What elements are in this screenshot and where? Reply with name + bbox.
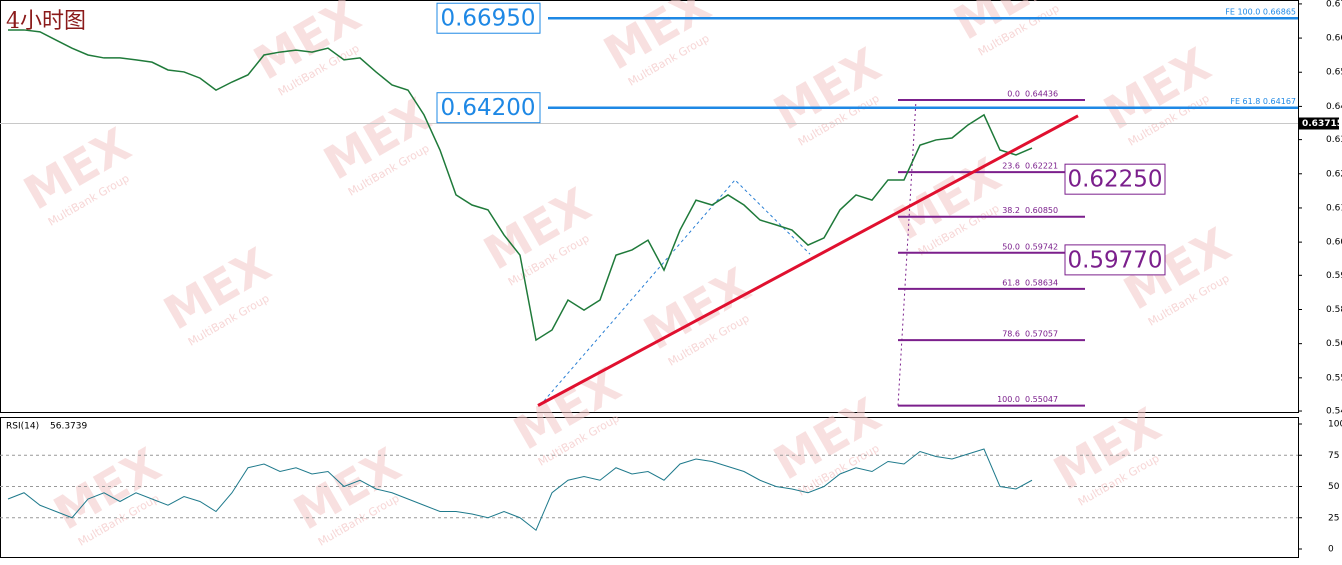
fib-price-label: 0.58634: [1025, 278, 1058, 287]
fib-price-label: 0.57057: [1025, 330, 1058, 339]
rsi-frame: [0, 417, 1299, 558]
fib-price-label: 0.62221: [1025, 162, 1058, 171]
y-tick-label: 0.58000: [1326, 305, 1342, 315]
y-tick-label: 0.66340: [1326, 34, 1342, 44]
rsi-tick-label: 100: [1328, 420, 1342, 430]
fib-anchor: [897, 99, 917, 406]
trend-line: [537, 114, 1079, 407]
rsi-label: RSI(14): [6, 422, 39, 432]
y-tick-label: 0.55900: [1326, 373, 1342, 383]
current-price-label: 0.63715: [1302, 119, 1342, 129]
rsi-tick-label: 0: [1328, 545, 1334, 555]
y-tick-label: 0.64240: [1326, 102, 1342, 112]
main-frame: [0, 0, 1299, 413]
fib-level-label: 61.8: [1002, 278, 1020, 287]
fib-price-label: 0.60850: [1025, 206, 1058, 215]
fib-level-label: 50.0: [1002, 242, 1020, 251]
y-tick-label: 0.65290: [1326, 68, 1342, 78]
rsi-tick-label: 75: [1328, 451, 1339, 461]
target-box: [1064, 244, 1166, 276]
price-line: [8, 29, 1033, 342]
fib-price-label: 0.59742: [1025, 242, 1058, 251]
fib-level-label: 100.0: [997, 395, 1020, 404]
y-tick-label: 0.63220: [1326, 135, 1342, 145]
blue-level-box: [436, 92, 541, 124]
fib-level-label: 0.0: [1007, 90, 1020, 99]
fe-label: FE 61.8 0.64167: [1230, 97, 1296, 106]
blue-level-box: [436, 2, 541, 34]
rsi-tick-label: 50: [1328, 482, 1340, 492]
fe-label: FE 100.0 0.66865: [1225, 8, 1296, 17]
target-box: [1064, 163, 1166, 195]
rsi-value: 56.3739: [50, 422, 87, 432]
y-tick-label: 0.60070: [1326, 238, 1342, 248]
y-tick-label: 0.54880: [1326, 407, 1342, 417]
y-tick-label: 0.59050: [1326, 271, 1342, 281]
rsi-line: [7, 448, 1033, 532]
y-tick-label: 0.67390: [1326, 0, 1342, 9]
fib-level-label: 78.6: [1002, 330, 1020, 339]
rsi-tick-label: 25: [1328, 513, 1339, 523]
fib-level-label: 38.2: [1002, 206, 1020, 215]
current-price-box: [1299, 117, 1339, 130]
blue-level-label: 0.64200: [440, 95, 535, 121]
y-tick-label: 0.62170: [1326, 169, 1342, 179]
target-label: 0.59770: [1067, 247, 1162, 273]
fib-level-label: 23.6: [1002, 162, 1020, 171]
y-tick-label: 0.61120: [1326, 203, 1342, 213]
y-tick-label: 0.56950: [1326, 339, 1342, 349]
fib-price-label: 0.64436: [1025, 90, 1058, 99]
blue-level-label: 0.66950: [440, 6, 535, 32]
target-label: 0.62250: [1067, 167, 1162, 193]
zigzag: [539, 179, 811, 406]
fib-price-label: 0.55047: [1025, 395, 1058, 404]
